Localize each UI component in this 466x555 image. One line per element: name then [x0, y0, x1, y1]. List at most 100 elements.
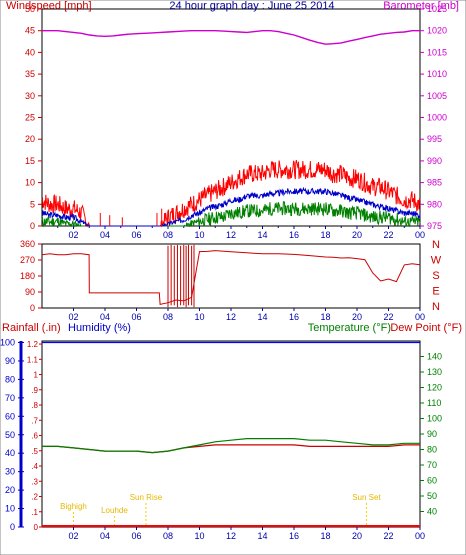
- rain-tick-label: 1: [34, 371, 39, 380]
- windspeed-tick-label: 35: [25, 69, 35, 79]
- event-label: Sun Set: [352, 493, 381, 502]
- direction-tick-label: 0: [30, 303, 35, 313]
- time-tick-label: 06: [131, 531, 141, 541]
- windspeed-axis-label: Windspeed [mph]: [6, 0, 92, 12]
- time-tick-label: 08: [163, 312, 173, 322]
- humidity-tick-label: 80: [5, 374, 15, 384]
- humidity-tick-label: 0: [10, 522, 15, 532]
- compass-letter: S: [432, 270, 439, 282]
- time-tick-label: 12: [226, 230, 236, 240]
- barometer-tick-label: 990: [427, 156, 442, 166]
- rain-tick-label: .5: [31, 447, 38, 456]
- time-tick-label: 20: [352, 312, 362, 322]
- rain-tick-label: .9: [31, 386, 38, 395]
- rain-tick-label: .1: [31, 508, 38, 517]
- wind-barometer-series: [41, 30, 421, 228]
- humidity-tick-label: 20: [5, 485, 15, 495]
- barometer-line: [42, 30, 420, 45]
- temperature-axis-label: Temperature (°F): [308, 322, 391, 334]
- humidity-tick-label: 10: [5, 504, 15, 514]
- time-tick-label: 14: [257, 312, 267, 322]
- barometer-axis-ticks: 975 980 985 990 995 1000 1005 1010 1015 1020 1025: [420, 4, 447, 231]
- rainfall-axis-label: Rainfall (.in): [2, 322, 61, 334]
- time-tick-label: 02: [68, 230, 78, 240]
- wind-average-line: [41, 186, 421, 227]
- windspeed-tick-label: 25: [25, 113, 35, 123]
- time-tick-label: 14: [257, 531, 267, 541]
- direction-tick-label: 360: [20, 239, 35, 249]
- chart-title: 24 hour graph day : June 25 2014: [169, 0, 334, 12]
- humidity-axis-label: Humidity (%): [68, 322, 131, 334]
- temperature-tick-label: 60: [427, 476, 437, 486]
- windspeed-tick-label: 40: [25, 47, 35, 57]
- time-tick-label: 16: [289, 312, 299, 322]
- temperature-tick-label: 130: [427, 367, 442, 377]
- direction-series: [41, 244, 421, 308]
- windspeed-tick-label: 50: [25, 4, 35, 14]
- temperature-line: [42, 438, 420, 454]
- barometer-tick-label: 1005: [427, 91, 447, 101]
- humidity-tick-label: 40: [5, 448, 15, 458]
- time-tick-label: 16: [289, 230, 299, 240]
- humidity-tick-label: 100: [0, 338, 15, 348]
- windspeed-tick-label: 0: [30, 221, 35, 231]
- direction-tick-label: 180: [20, 271, 35, 281]
- wind-time-axis: 02 04 06 08 10 12 14 16 18 20 22 00: [57, 226, 425, 240]
- direction-time-axis: 02 04 06 08 10 12 14 16 18 20 22 00: [68, 308, 425, 322]
- time-tick-label: 02: [68, 531, 78, 541]
- temperature-tick-label: 100: [427, 414, 442, 424]
- barometer-tick-label: 980: [427, 199, 442, 209]
- wind-barometer-panel: Windspeed [mph] 24 hour graph day : June…: [6, 0, 459, 240]
- temperature-tick-label: 110: [427, 398, 441, 408]
- wind-direction-line: [41, 250, 421, 306]
- time-tick-label: 10: [194, 531, 204, 541]
- humidity-rain-axis-ticks: 0 10 20 30 40 50 60 70 80 90 100 0 .1 .2 .3 .4 .5 .6 .7 .8.…: [0, 338, 42, 532]
- time-tick-label: 04: [100, 230, 110, 240]
- time-tick-label: 00: [415, 531, 425, 541]
- rain-tick-label: 1.1: [27, 355, 39, 364]
- temp-humidity-series: [42, 341, 420, 527]
- time-tick-label: 20: [352, 531, 362, 541]
- humidity-tick-label: 30: [5, 467, 15, 477]
- barometer-tick-label: 975: [427, 221, 442, 231]
- temp-time-axis: 02 04 06 08 10 12 14 16 18 20 22 00: [68, 527, 425, 541]
- windspeed-tick-label: 15: [25, 156, 35, 166]
- time-tick-label: 10: [194, 230, 204, 240]
- barometer-tick-label: 1025: [427, 4, 447, 14]
- time-tick-label: 08: [163, 230, 173, 240]
- rain-tick-label: .7: [31, 416, 38, 425]
- compass-letter: E: [432, 286, 439, 298]
- time-tick-label: 10: [194, 312, 204, 322]
- time-tick-label: 06: [131, 312, 141, 322]
- temperature-axis-ticks: 40 50 60 70 80 90 100 110 120 130 140: [420, 352, 442, 517]
- windspeed-tick-label: 45: [25, 26, 35, 36]
- temperature-tick-label: 120: [427, 383, 442, 393]
- windspeed-tick-label: 10: [25, 178, 35, 188]
- direction-tick-label: 90: [25, 287, 35, 297]
- rain-tick-label: 1.2: [27, 340, 39, 349]
- time-tick-label: 12: [226, 312, 236, 322]
- time-tick-label: 02: [68, 312, 78, 322]
- temperature-tick-label: 70: [427, 460, 437, 470]
- rain-tick-label: .3: [31, 477, 38, 486]
- compass-letter: N: [432, 301, 440, 313]
- temperature-tick-label: 90: [427, 429, 437, 439]
- windspeed-axis-ticks: 0 5 10 15 20 25 30 35 40 45 50: [25, 4, 42, 231]
- humidity-tick-label: 90: [5, 356, 15, 366]
- temperature-tick-label: 140: [427, 352, 442, 362]
- humidity-tick-label: 70: [5, 393, 15, 403]
- event-label: Bighigh: [60, 502, 87, 511]
- barometer-axis-label: Barometer [mb]: [383, 0, 459, 12]
- time-tick-label: 22: [383, 230, 393, 240]
- event-label: Louhde: [101, 506, 128, 515]
- barometer-tick-label: 1000: [427, 113, 447, 123]
- barometer-tick-label: 985: [427, 178, 442, 188]
- time-tick-label: 20: [352, 230, 362, 240]
- rain-tick-label: .6: [31, 432, 38, 441]
- humidity-tick-label: 50: [5, 430, 15, 440]
- time-tick-label: 00: [415, 312, 425, 322]
- time-tick-label: 18: [320, 531, 330, 541]
